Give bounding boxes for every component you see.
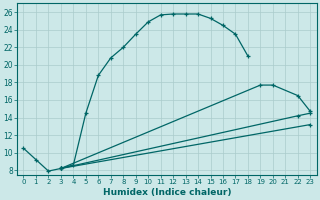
X-axis label: Humidex (Indice chaleur): Humidex (Indice chaleur) (103, 188, 231, 197)
